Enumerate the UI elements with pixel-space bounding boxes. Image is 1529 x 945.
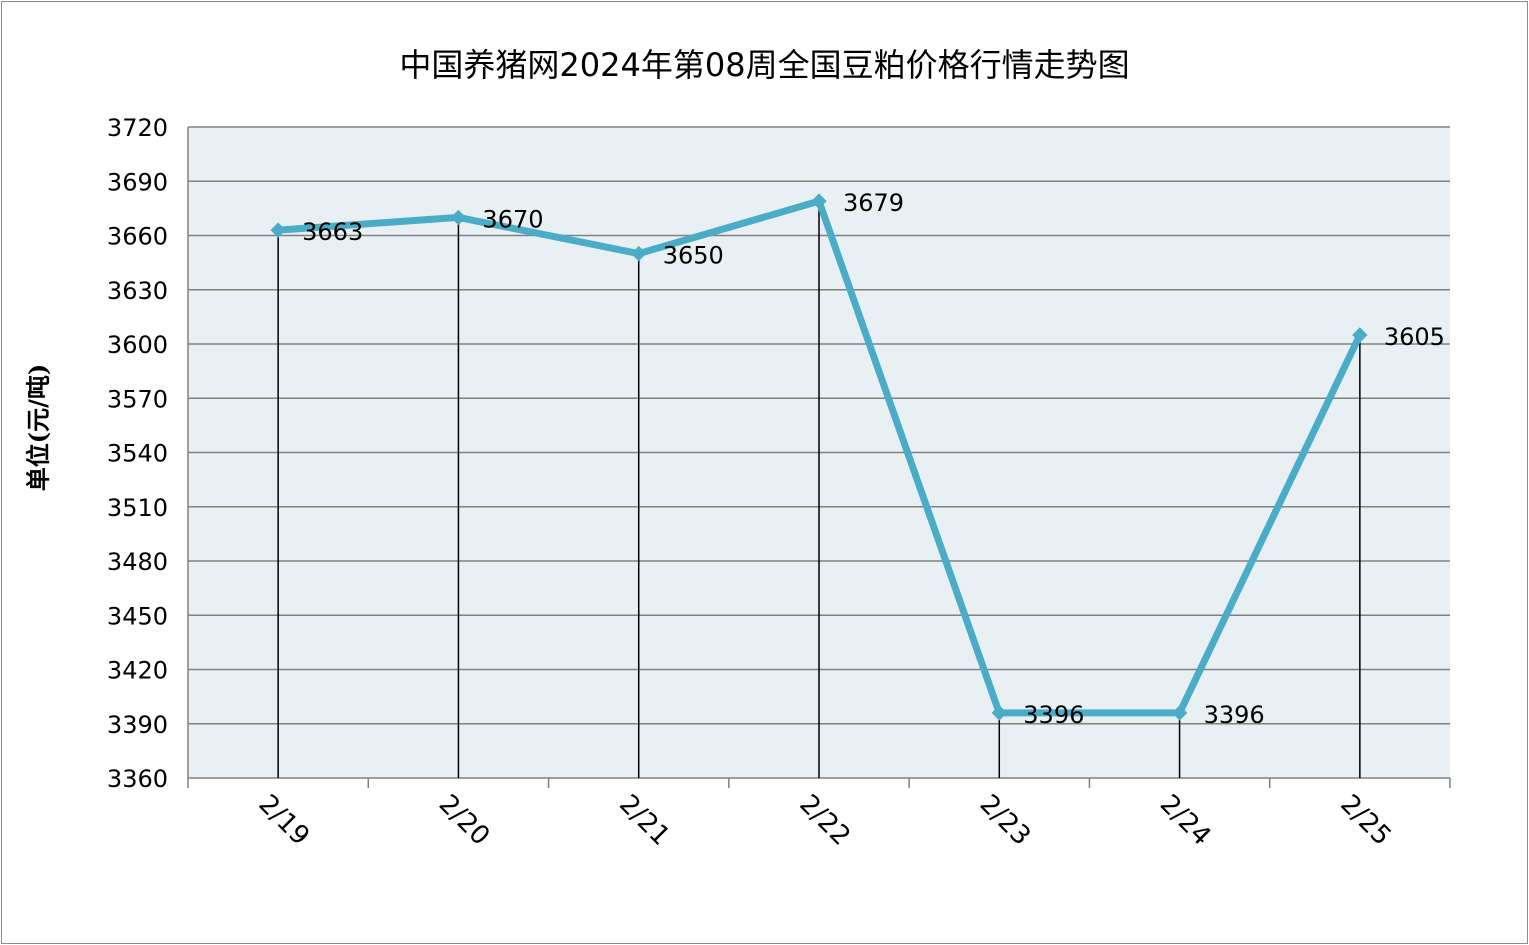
y-tick-label: 3510 [107, 494, 168, 522]
y-tick-labels: 3720 3690 3660 3630 3600 3570 3540 3510 3480 3450… [107, 114, 168, 793]
drop-lines [277, 201, 1361, 778]
y-tick-label: 3450 [107, 602, 168, 630]
data-label: 3605 [1384, 323, 1445, 351]
data-point-marker [1171, 705, 1188, 721]
y-tick-label: 3600 [107, 331, 168, 359]
y-tick-label: 3480 [107, 548, 168, 576]
data-point-marker [450, 209, 467, 226]
data-point-marker [811, 193, 827, 209]
data-label: 3650 [663, 242, 724, 270]
data-label: 3663 [302, 218, 363, 246]
y-tick-label: 3540 [107, 440, 168, 468]
x-tick-label: 2/23 [974, 789, 1037, 852]
data-labels: 3663 3670 3650 3679 3396 3396 3605 [302, 189, 1445, 729]
x-tick-label: 2/25 [1334, 789, 1397, 852]
data-point-marker [991, 705, 1007, 721]
x-tick-label: 2/19 [253, 789, 316, 852]
x-tick-label: 2/24 [1154, 789, 1217, 852]
y-tick-label: 3660 [107, 223, 168, 251]
data-point-marker [631, 245, 647, 262]
data-label: 3396 [1023, 701, 1084, 729]
y-tick-label: 3420 [107, 657, 168, 685]
data-label: 3679 [843, 189, 904, 217]
data-point-marker [1352, 327, 1368, 343]
data-point-marker [270, 222, 286, 238]
x-tick-label: 2/22 [793, 789, 856, 852]
y-tick-label: 3690 [107, 168, 168, 196]
y-tick-label: 3360 [107, 765, 168, 793]
y-tick-label: 3390 [107, 711, 168, 739]
y-tick-label: 3570 [107, 385, 168, 413]
y-tick-label: 3630 [107, 277, 168, 305]
x-tick-label: 2/20 [433, 789, 496, 852]
y-tick-label: 3720 [107, 114, 168, 142]
x-tick-label: 2/21 [613, 789, 676, 852]
series-markers [270, 193, 1368, 721]
chart-title: 中国养猪网2024年第08周全国豆粕价格行情走势图 [399, 46, 1130, 84]
data-label: 3670 [482, 205, 543, 233]
data-label: 3396 [1204, 701, 1265, 729]
x-tick-labels: 2/19 2/20 2/21 2/22 2/23 2/24 2/25 [253, 789, 1397, 852]
